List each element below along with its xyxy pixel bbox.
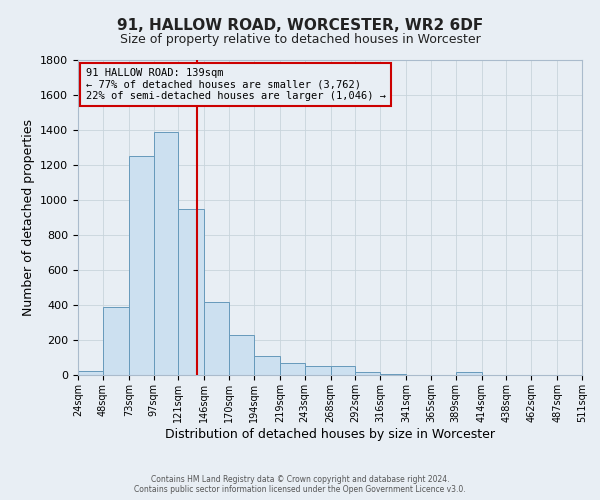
Bar [178, 209, 204, 375]
Bar [456, 372, 482, 375]
X-axis label: Distribution of detached houses by size in Worcester: Distribution of detached houses by size … [165, 428, 495, 440]
Text: Size of property relative to detached houses in Worcester: Size of property relative to detached ho… [119, 32, 481, 46]
Bar [254, 356, 280, 375]
Bar [355, 372, 380, 375]
Bar [305, 366, 331, 375]
Text: Contains HM Land Registry data © Crown copyright and database right 2024.
Contai: Contains HM Land Registry data © Crown c… [134, 474, 466, 494]
Y-axis label: Number of detached properties: Number of detached properties [22, 119, 35, 316]
Bar [103, 306, 129, 375]
Bar [229, 335, 254, 375]
Text: 91 HALLOW ROAD: 139sqm
← 77% of detached houses are smaller (3,762)
22% of semi-: 91 HALLOW ROAD: 139sqm ← 77% of detached… [86, 68, 386, 101]
Bar [380, 374, 406, 375]
Bar [78, 370, 103, 375]
Bar [129, 156, 154, 375]
Bar [204, 302, 229, 375]
Text: 91, HALLOW ROAD, WORCESTER, WR2 6DF: 91, HALLOW ROAD, WORCESTER, WR2 6DF [117, 18, 483, 32]
Bar [154, 132, 178, 375]
Bar [280, 363, 305, 375]
Bar [331, 366, 355, 375]
